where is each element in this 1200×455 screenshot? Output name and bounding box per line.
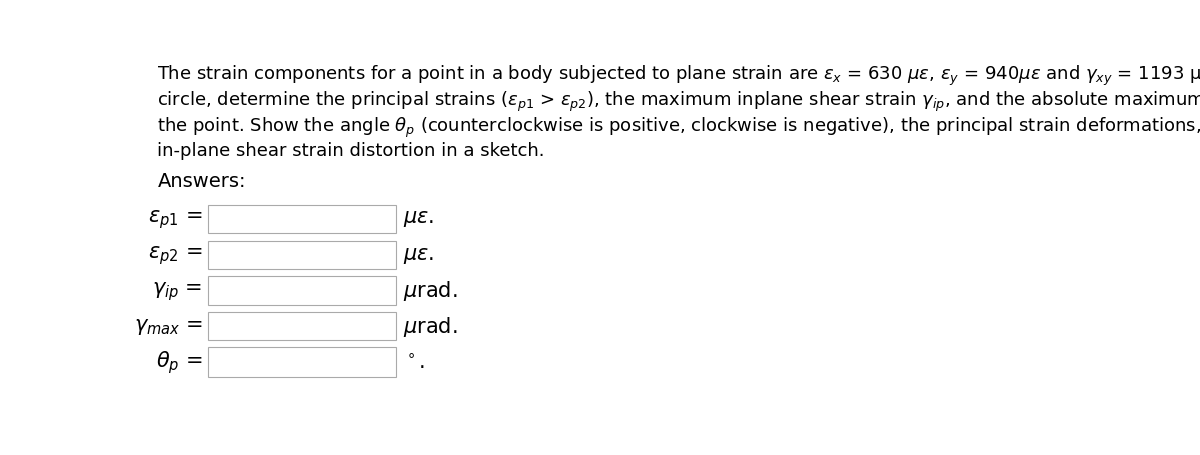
Text: in-plane shear strain distortion in a sketch.: in-plane shear strain distortion in a sk… (157, 142, 545, 160)
Text: Answers:: Answers: (157, 172, 246, 191)
Text: the point. Show the angle $\theta_p$ (counterclockwise is positive, clockwise is: the point. Show the angle $\theta_p$ (co… (157, 116, 1200, 140)
Text: $\mu\varepsilon$.: $\mu\varepsilon$. (403, 245, 434, 265)
Text: $\mu$rad.: $\mu$rad. (403, 278, 457, 303)
FancyBboxPatch shape (208, 241, 396, 270)
Text: $\varepsilon_{p2}$ =: $\varepsilon_{p2}$ = (149, 244, 203, 267)
FancyBboxPatch shape (208, 347, 396, 377)
Text: $\gamma_{max}$ =: $\gamma_{max}$ = (134, 316, 203, 336)
FancyBboxPatch shape (208, 277, 396, 305)
Text: $\gamma_{ip}$ =: $\gamma_{ip}$ = (152, 279, 203, 302)
Text: $\mu\varepsilon$.: $\mu\varepsilon$. (403, 209, 434, 229)
Text: $\mu$rad.: $\mu$rad. (403, 314, 457, 338)
Text: $\theta_{p}$ =: $\theta_{p}$ = (156, 349, 203, 375)
FancyBboxPatch shape (208, 205, 396, 233)
Text: circle, determine the principal strains ($\varepsilon_{p1}$ > $\varepsilon_{p2}$: circle, determine the principal strains … (157, 90, 1200, 114)
Text: The strain components for a point in a body subjected to plane strain are $\vare: The strain components for a point in a b… (157, 63, 1200, 87)
Text: $\varepsilon_{p1}$ =: $\varepsilon_{p1}$ = (149, 207, 203, 230)
Text: $^\circ$.: $^\circ$. (403, 352, 425, 372)
FancyBboxPatch shape (208, 312, 396, 340)
